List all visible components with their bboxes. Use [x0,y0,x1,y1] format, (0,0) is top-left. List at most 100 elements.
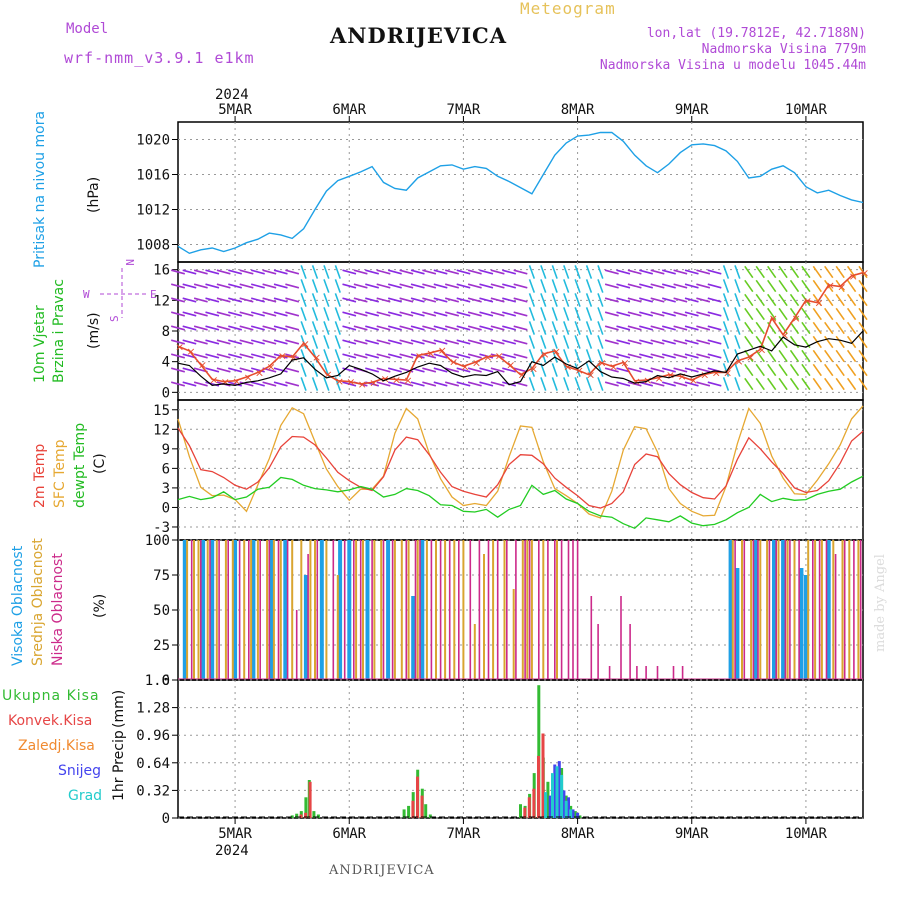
mid-cloud-bar [848,540,851,680]
wind-arrow [513,367,528,373]
wind-arrow [300,279,307,293]
wind-arrow [597,321,604,335]
wind-arrow [513,269,528,275]
wind-arrow [835,307,845,321]
wind-arrow [661,381,676,387]
wind-arrow [182,297,197,303]
total-rain-bar [402,809,406,818]
wind-arrow [824,307,834,321]
low-cloud-bar [528,540,531,680]
wind-arrow [661,367,676,373]
wind-arrow [778,377,788,391]
wind-arrow [684,311,699,317]
wind-arrow [228,269,243,275]
pressure-ytick-label: 1012 [136,203,170,219]
wind-arrow [387,339,402,345]
mid-cloud-bar [766,540,769,680]
wind-arrow [228,297,243,303]
wind-arrow [365,283,380,289]
mid-cloud-bar [416,540,419,680]
wind-arrow [205,367,220,373]
total-rain-bar [312,811,316,818]
total-rain-bar [537,685,541,818]
wind-gust-marker: × [620,356,629,369]
wind-arrow [262,269,277,275]
wind-arrow [376,381,391,387]
wind-arrow [734,363,741,377]
wind-arrow [684,325,699,331]
low-cloud-bar [359,540,362,680]
wind-arrow [673,367,688,373]
graupel-bar [569,809,573,818]
high-cloud-bar [826,540,831,680]
wind-arrow [744,321,754,335]
wind-arrow [433,283,448,289]
wind-arrow [193,339,208,345]
top-date-label: 10MAR [785,102,828,118]
low-cloud-bar [268,540,271,680]
wind-arrow [597,279,604,293]
wind-arrow [193,353,208,359]
mid-cloud-bar [786,540,789,680]
wind-arrow [540,265,547,279]
low-cloud-bar [515,540,517,680]
wind-arrow [502,269,517,275]
wind-arrow [755,265,765,279]
wind-gust-marker: × [518,369,527,382]
wind-ytick-label: 0 [162,385,170,401]
wind-arrow [376,311,391,317]
wind-arrow [661,311,676,317]
total-rain-bar [304,797,308,818]
wind-arrow [528,265,536,279]
low-cloud-bar [681,666,684,680]
wind-arrow [467,283,482,289]
mid-cloud-bar [380,540,383,680]
low-cloud-bar [448,540,451,680]
wind-arrow [778,363,788,377]
high-cloud-bar [233,540,238,680]
wind-arrow [334,335,341,349]
wind-arrow [444,311,460,317]
top-year-label: 2024 [215,87,249,103]
snow-bar [553,764,557,818]
wind-arrow [433,269,448,275]
convective-rain-bar [420,795,424,818]
wind-arrow [342,311,357,317]
wind-arrow [616,381,631,387]
wind-arrow [262,297,277,303]
wind-gust-marker: × [209,373,218,386]
wind-arrow [528,377,536,391]
wind-arrow [734,279,741,293]
wind-arrow [422,269,437,275]
wind-arrow [846,349,857,363]
legend-total-rain: Ukupna Kisa [2,688,100,704]
wind-arrow [801,349,811,363]
wind-arrow [722,293,730,307]
high-cloud-axis-title: Visoka Oblacnost [10,545,26,666]
wind-arrow [467,297,482,303]
wind-arrow [801,265,811,279]
mid-cloud-axis-title: Srednja Oblacnost [30,538,46,666]
wind-arrow [300,363,307,377]
wind-arrow [551,279,558,293]
legend-snow: Snijeg [58,763,101,779]
wind-arrow [273,339,288,345]
wind-arrow [585,279,593,293]
wind-axis-title-line1: 10m Vjetar [32,305,48,383]
wind-arrow [616,339,631,345]
wind-arrow [639,311,654,317]
mid-cloud-bar [542,540,545,680]
wind-gust-marker: × [323,368,332,381]
wind-arrow [502,339,517,345]
sfc-temp-line [177,405,864,519]
wind-arrow [300,293,307,307]
wind-arrow [563,265,570,279]
wind-gust-marker: × [700,369,709,382]
low-cloud-bar [209,540,211,680]
high-cloud-bar [182,540,187,680]
wind-arrow [661,283,676,289]
low-cloud-bar [775,540,777,680]
wind-arrow [433,339,448,345]
wind-arrow [707,297,722,303]
wind-arrow [502,325,517,331]
